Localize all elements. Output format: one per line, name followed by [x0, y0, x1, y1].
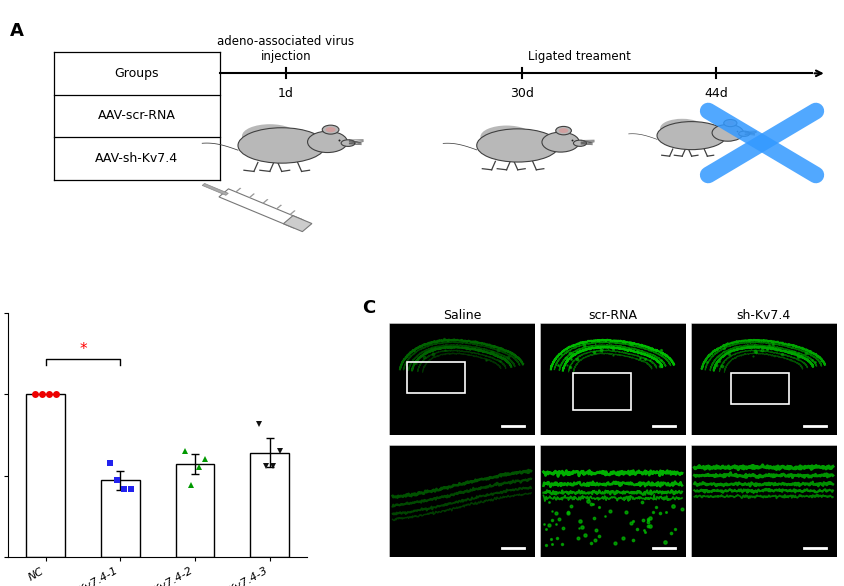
- Text: Groups: Groups: [115, 67, 159, 80]
- Bar: [250, 453, 289, 557]
- Title: sh-Kv7.4: sh-Kv7.4: [736, 309, 790, 322]
- Text: A: A: [10, 22, 24, 40]
- Ellipse shape: [659, 119, 703, 138]
- Bar: [572, 373, 630, 410]
- Bar: [235, 188, 241, 192]
- Text: Ligated treament: Ligated treament: [528, 50, 630, 63]
- Ellipse shape: [480, 125, 532, 148]
- Ellipse shape: [722, 120, 736, 127]
- Title: Saline: Saline: [442, 309, 480, 322]
- Bar: [202, 183, 228, 195]
- Ellipse shape: [541, 132, 578, 152]
- Bar: [289, 210, 295, 215]
- Text: C: C: [361, 299, 375, 316]
- Text: 1d: 1d: [278, 87, 294, 100]
- Text: 44d: 44d: [704, 87, 728, 100]
- Title: scr-RNA: scr-RNA: [587, 309, 636, 322]
- Bar: [26, 394, 65, 557]
- Text: AAV-scr-RNA: AAV-scr-RNA: [98, 110, 176, 122]
- Ellipse shape: [738, 131, 749, 137]
- Bar: [730, 373, 788, 404]
- Text: adeno-associated virus
injection: adeno-associated virus injection: [217, 36, 354, 63]
- Ellipse shape: [322, 125, 338, 134]
- Text: *: *: [79, 342, 87, 357]
- Text: AAV-sh-Kv7.4: AAV-sh-Kv7.4: [95, 152, 178, 165]
- Ellipse shape: [711, 124, 743, 141]
- Ellipse shape: [241, 124, 297, 148]
- Bar: [283, 216, 311, 231]
- Bar: [276, 205, 282, 209]
- Bar: [100, 481, 139, 557]
- Bar: [262, 199, 268, 203]
- Ellipse shape: [657, 122, 725, 149]
- Bar: [176, 464, 214, 557]
- Ellipse shape: [726, 121, 733, 125]
- Bar: [248, 193, 255, 198]
- Ellipse shape: [558, 128, 567, 133]
- Ellipse shape: [325, 127, 335, 132]
- Ellipse shape: [341, 140, 354, 146]
- Ellipse shape: [573, 140, 586, 146]
- Ellipse shape: [555, 127, 571, 135]
- Ellipse shape: [238, 128, 325, 163]
- Bar: [219, 189, 303, 228]
- Text: 30d: 30d: [509, 87, 533, 100]
- Ellipse shape: [307, 131, 347, 152]
- Bar: [407, 362, 465, 393]
- Ellipse shape: [476, 129, 558, 162]
